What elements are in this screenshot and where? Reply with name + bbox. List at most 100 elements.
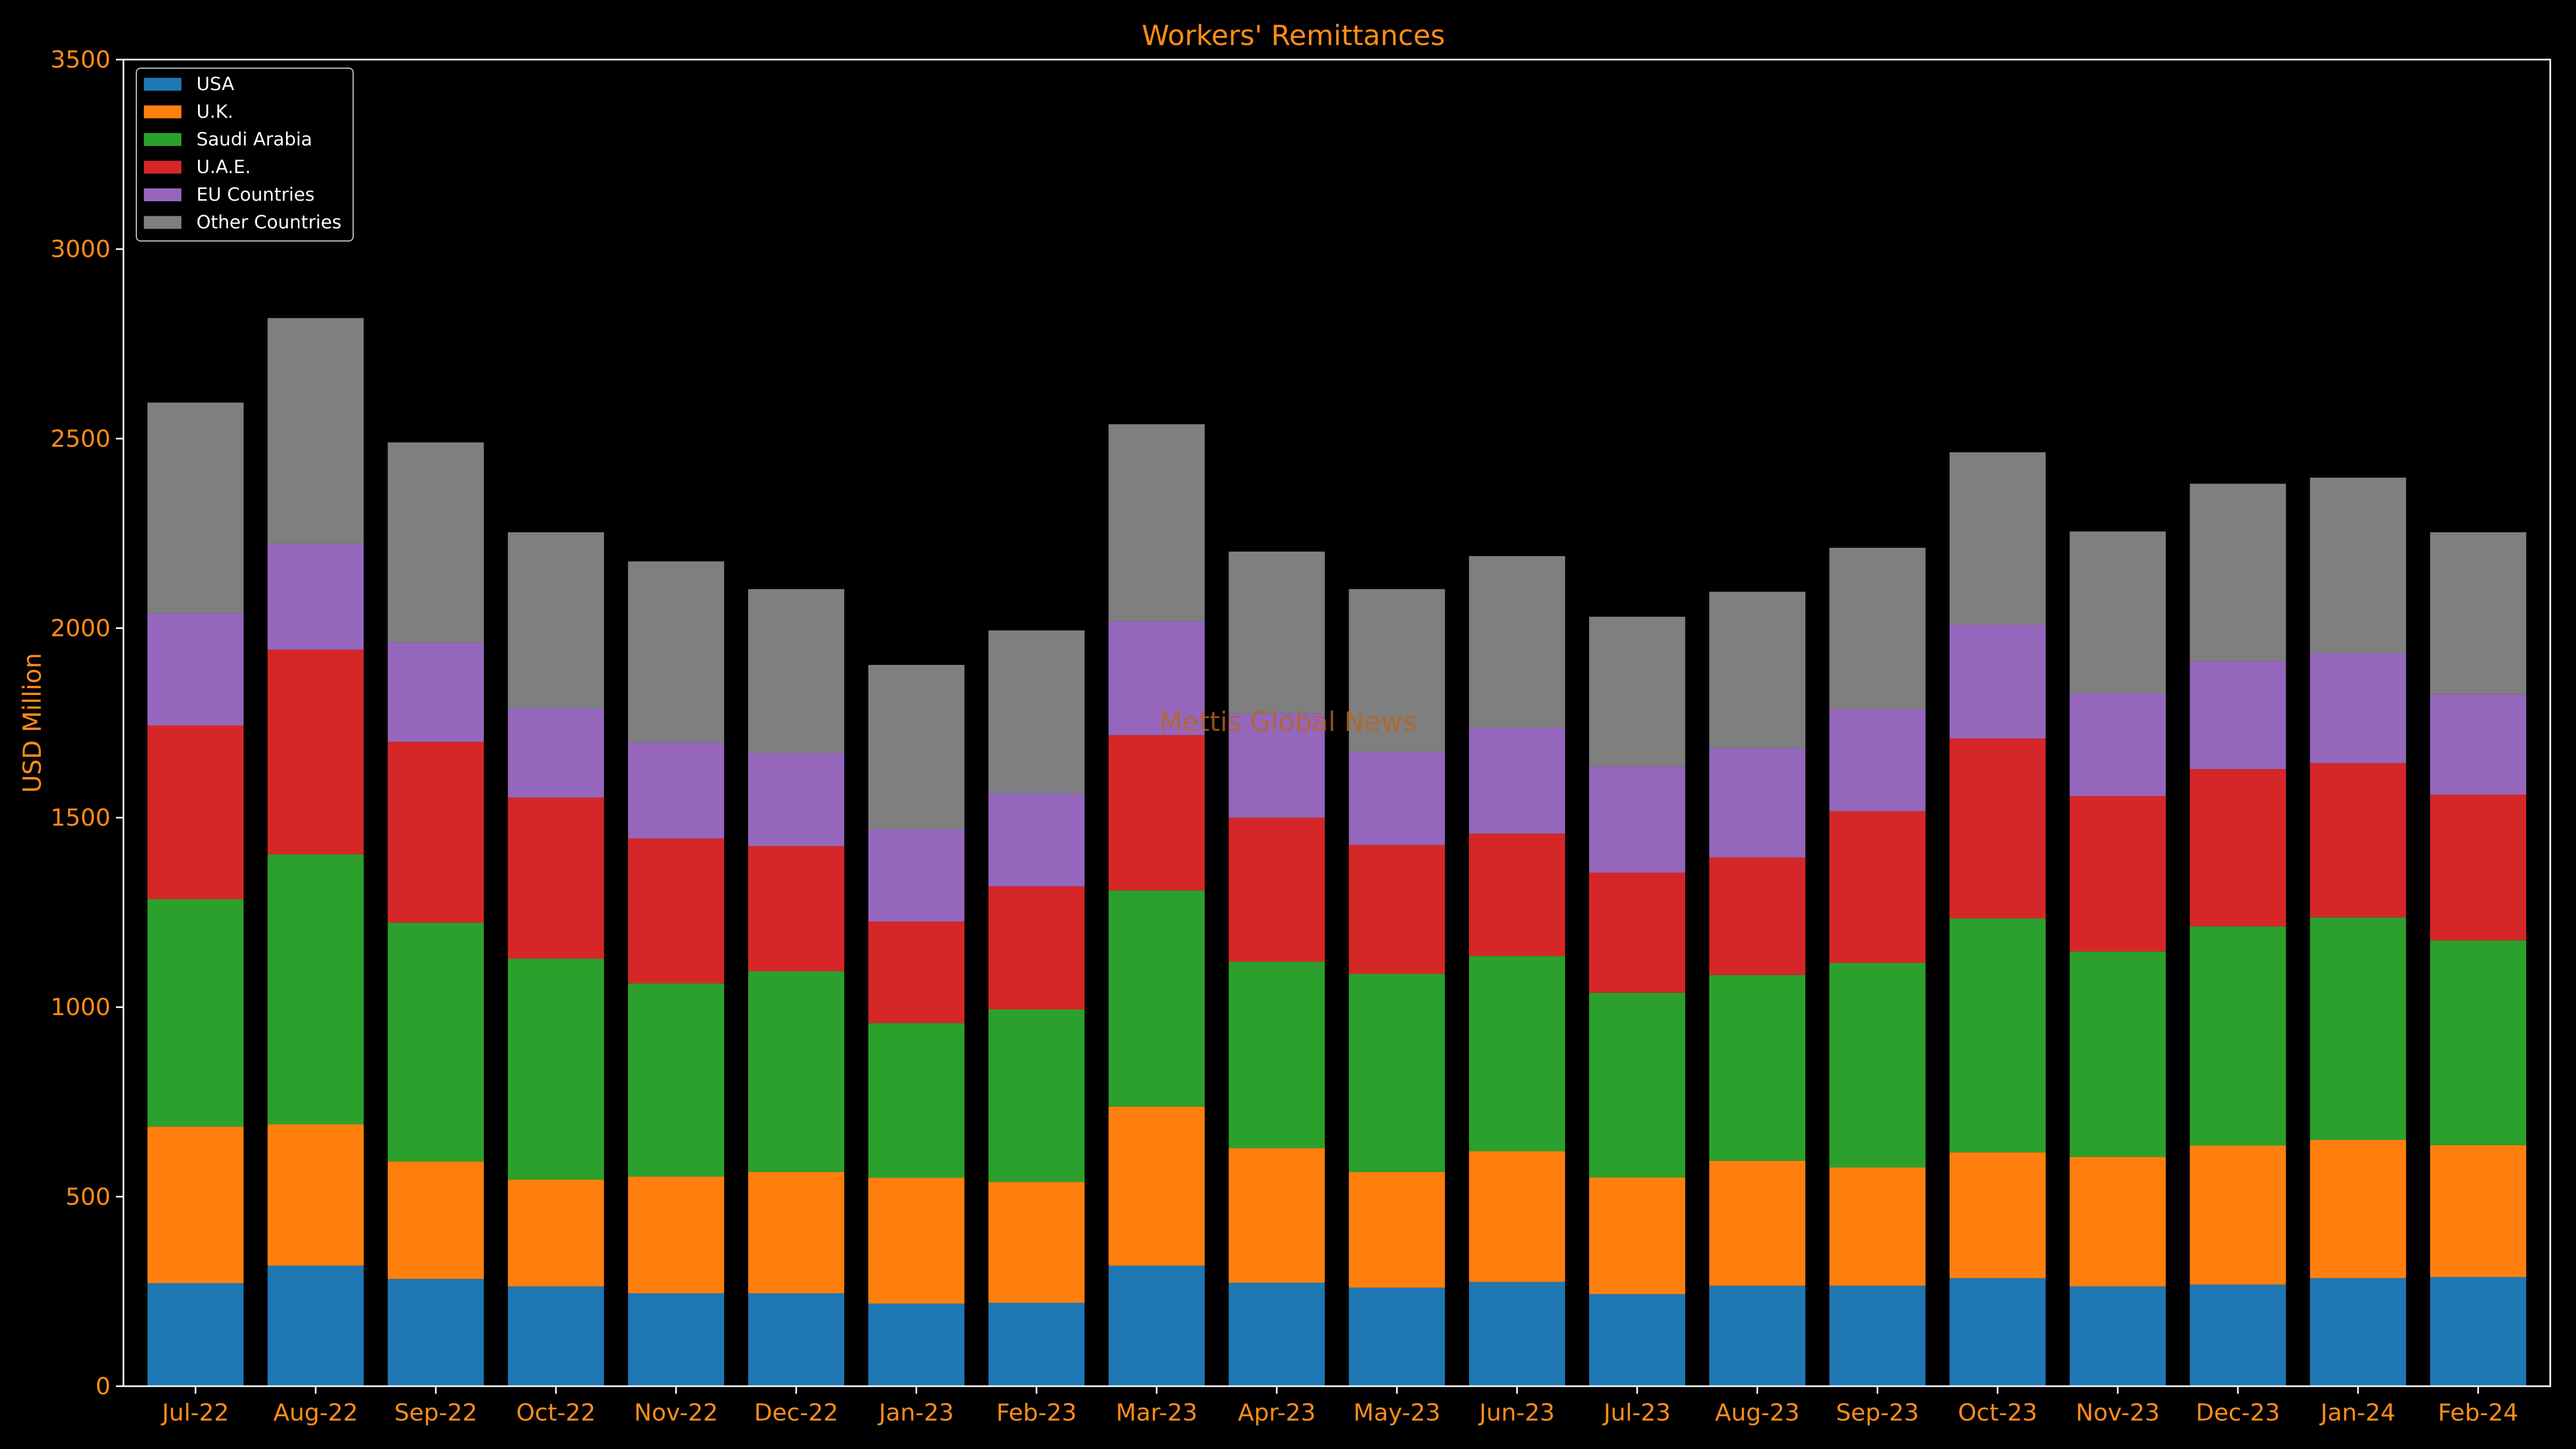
- bar-eu-countries-8: [1108, 621, 1205, 735]
- bar-u-a-e--2: [387, 742, 484, 923]
- bar-usa-3: [508, 1286, 604, 1386]
- bar-u-a-e--16: [2069, 796, 2166, 952]
- bar-usa-5: [748, 1293, 845, 1386]
- bar-usa-18: [2310, 1278, 2406, 1386]
- bar-saudi-arabia-12: [1589, 992, 1686, 1177]
- bar-saudi-arabia-19: [2430, 940, 2527, 1145]
- bar-usa-13: [1709, 1285, 1806, 1386]
- bar-u-k--18: [2310, 1139, 2406, 1278]
- y-axis-title: USD Million: [18, 653, 47, 793]
- bar-eu-countries-12: [1589, 766, 1686, 873]
- bar-usa-4: [628, 1293, 724, 1386]
- y-tick-label-1: 500: [65, 1183, 111, 1211]
- bar-usa-1: [267, 1265, 364, 1386]
- bar-u-k--0: [147, 1126, 244, 1283]
- bar-saudi-arabia-8: [1108, 890, 1205, 1107]
- bar-other-countries-4: [628, 561, 724, 743]
- bar-eu-countries-5: [748, 753, 845, 846]
- y-tick-label-6: 3000: [50, 236, 111, 263]
- x-tick-label-3: Oct-22: [516, 1399, 596, 1426]
- x-tick-label-8: Mar-23: [1116, 1399, 1197, 1426]
- x-tick-label-2: Sep-22: [394, 1399, 478, 1426]
- y-tick-label-4: 2000: [50, 614, 111, 642]
- bar-eu-countries-4: [628, 742, 724, 839]
- bar-usa-10: [1349, 1287, 1445, 1386]
- y-tick-label-3: 1500: [50, 804, 111, 832]
- bar-other-countries-5: [748, 589, 845, 753]
- bar-saudi-arabia-16: [2069, 951, 2166, 1157]
- bar-eu-countries-17: [2190, 661, 2286, 770]
- bar-saudi-arabia-1: [267, 854, 364, 1124]
- x-axis: Jul-22 Aug-22 Sep-22 Oct-22 Nov-22 Dec-22 Jan-…: [160, 1386, 2519, 1426]
- x-tick-label-18: Jan-24: [2319, 1399, 2396, 1426]
- bar-other-countries-8: [1108, 424, 1205, 621]
- bar-saudi-arabia-18: [2310, 917, 2406, 1140]
- bar-other-countries-15: [1949, 452, 2046, 625]
- bar-other-countries-10: [1349, 589, 1445, 752]
- legend-box: [136, 68, 354, 241]
- bar-u-k--7: [988, 1182, 1085, 1303]
- bar-u-a-e--4: [628, 838, 724, 984]
- bar-eu-countries-7: [988, 793, 1085, 887]
- bar-u-a-e--8: [1108, 735, 1205, 891]
- bar-other-countries-16: [2069, 531, 2166, 694]
- legend-swatch-u-a-e-: [144, 160, 181, 174]
- bar-usa-0: [147, 1283, 244, 1386]
- x-tick-label-6: Jan-23: [877, 1399, 954, 1426]
- bar-u-a-e--9: [1228, 817, 1325, 962]
- bar-u-a-e--17: [2190, 769, 2286, 927]
- x-tick-label-11: Jun-23: [1477, 1399, 1555, 1426]
- bar-u-k--14: [1829, 1167, 1926, 1286]
- bar-u-a-e--10: [1349, 845, 1445, 974]
- bar-saudi-arabia-4: [628, 983, 724, 1177]
- bar-eu-countries-19: [2430, 694, 2527, 795]
- bar-eu-countries-18: [2310, 653, 2406, 763]
- plot-frame: [122, 58, 2551, 1387]
- chart-title: Workers' Remittances: [1141, 20, 1445, 52]
- bar-u-a-e--5: [748, 846, 845, 971]
- bar-u-k--6: [868, 1177, 965, 1304]
- bar-u-a-e--11: [1469, 833, 1565, 956]
- bar-u-k--12: [1589, 1177, 1686, 1294]
- bar-usa-17: [2190, 1284, 2286, 1386]
- bar-usa-9: [1228, 1283, 1325, 1386]
- bar-usa-8: [1108, 1265, 1205, 1386]
- bar-other-countries-14: [1829, 547, 1926, 709]
- bar-eu-countries-10: [1349, 752, 1445, 845]
- bar-usa-19: [2430, 1277, 2527, 1386]
- legend-label-usa: USA: [196, 74, 234, 95]
- bar-u-k--13: [1709, 1160, 1806, 1286]
- bar-u-a-e--3: [508, 797, 604, 959]
- x-tick-label-9: Apr-23: [1238, 1399, 1315, 1426]
- bar-u-k--9: [1228, 1148, 1325, 1283]
- x-tick-label-17: Dec-23: [2196, 1399, 2280, 1426]
- x-tick-label-0: Jul-22: [160, 1399, 229, 1426]
- y-tick-label-2: 1000: [50, 994, 111, 1021]
- x-tick-label-7: Feb-23: [996, 1399, 1077, 1426]
- x-tick-label-12: Jul-23: [1602, 1399, 1671, 1426]
- bar-saudi-arabia-7: [988, 1009, 1085, 1182]
- bar-u-a-e--0: [147, 725, 244, 899]
- bar-other-countries-6: [868, 664, 965, 830]
- bar-eu-countries-11: [1469, 727, 1565, 834]
- bar-eu-countries-16: [2069, 693, 2166, 796]
- bar-u-a-e--13: [1709, 857, 1806, 975]
- legend-label-u-k-: U.K.: [196, 101, 233, 123]
- x-tick-label-10: May-23: [1353, 1399, 1440, 1426]
- x-tick-label-15: Oct-23: [1958, 1399, 2037, 1426]
- bar-saudi-arabia-5: [748, 971, 845, 1172]
- bar-eu-countries-6: [868, 829, 965, 922]
- y-tick-label-5: 2500: [50, 425, 111, 452]
- bar-usa-2: [387, 1279, 484, 1386]
- bar-u-a-e--12: [1589, 872, 1686, 993]
- bar-eu-countries-2: [387, 642, 484, 742]
- bar-saudi-arabia-17: [2190, 926, 2286, 1146]
- bar-other-countries-19: [2430, 532, 2527, 694]
- legend-swatch-u-k-: [144, 105, 181, 119]
- legend-swatch-eu-countries: [144, 188, 181, 201]
- bar-usa-16: [2069, 1286, 2166, 1386]
- bar-usa-6: [868, 1304, 965, 1386]
- bar-u-k--1: [267, 1124, 364, 1266]
- bar-saudi-arabia-9: [1228, 961, 1325, 1148]
- bar-u-a-e--6: [868, 921, 965, 1023]
